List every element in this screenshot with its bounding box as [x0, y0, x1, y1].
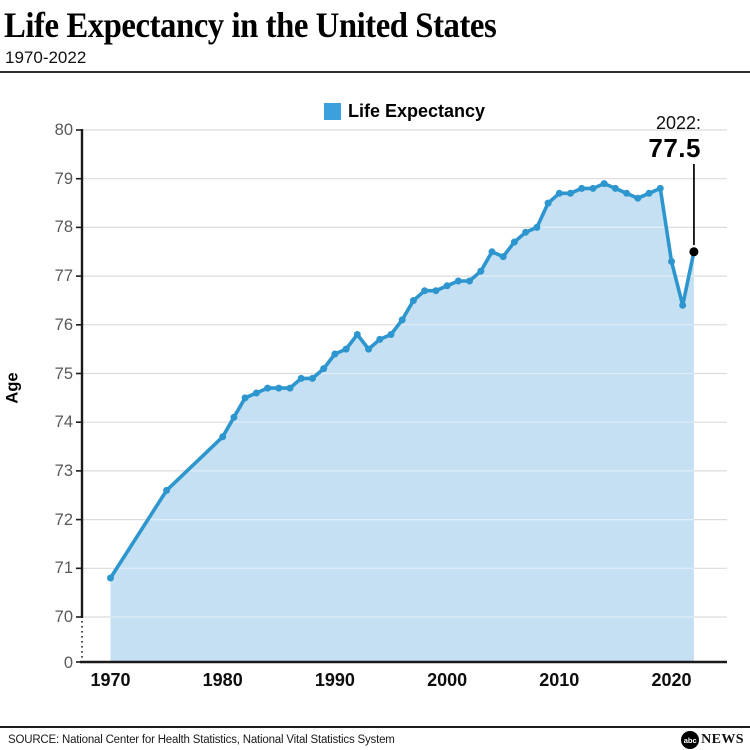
data-point-marker-2019 — [656, 184, 664, 192]
x-tick-label-1970: 1970 — [90, 670, 131, 690]
abc-logo-circle-icon: abc — [681, 731, 700, 749]
data-point-marker-1995 — [387, 331, 395, 338]
abc-logo-news-text: NEWS — [701, 732, 744, 747]
footer-divider — [0, 726, 750, 728]
chart-legend: Life Expectancy — [82, 101, 727, 122]
x-tick-label-2010: 2010 — [539, 670, 580, 690]
y-tick-label-74: 74 — [54, 412, 73, 431]
y-tick-label-70: 70 — [54, 607, 73, 626]
data-point-marker-1997 — [409, 297, 417, 304]
data-point-marker-2016 — [623, 189, 631, 197]
annotation-value-label: 77.5 — [648, 132, 701, 163]
x-tick-label-2000: 2000 — [427, 670, 468, 690]
data-point-marker-1988 — [309, 374, 316, 382]
y-tick-label-78: 78 — [54, 218, 73, 237]
data-point-marker-2001 — [454, 277, 462, 285]
y-axis-title: Age — [3, 372, 22, 404]
data-point-marker-1981 — [230, 413, 238, 421]
data-point-marker-2009 — [544, 199, 552, 207]
x-tick-label-1990: 1990 — [314, 670, 355, 690]
data-point-marker-1996 — [398, 316, 406, 324]
y-tick-label-71: 71 — [54, 559, 73, 578]
endpoint-marker-2022 — [689, 247, 699, 257]
y-tick-label-72: 72 — [54, 510, 73, 529]
data-point-marker-2008 — [533, 223, 541, 231]
endpoint-annotation: 2022: 77.5 — [648, 113, 701, 164]
data-point-marker-1993 — [365, 345, 373, 353]
y-tick-label-0: 0 — [63, 653, 73, 672]
y-tick-label-75: 75 — [54, 364, 73, 383]
data-point-marker-1991 — [342, 345, 350, 353]
data-point-marker-1998 — [421, 287, 429, 295]
abc-news-logo: abc NEWS — [681, 731, 744, 749]
data-point-marker-1984 — [264, 384, 272, 392]
data-point-marker-1975 — [163, 486, 171, 494]
data-point-marker-1980 — [219, 433, 227, 441]
data-point-marker-1983 — [252, 389, 260, 397]
data-point-marker-2005 — [499, 253, 507, 261]
data-point-marker-2006 — [510, 238, 518, 246]
data-point-marker-2020 — [668, 258, 675, 265]
data-point-marker-1990 — [331, 350, 339, 358]
data-point-marker-2012 — [578, 184, 586, 192]
data-point-marker-1985 — [275, 384, 283, 392]
legend-label: Life Expectancy — [347, 101, 486, 121]
annotation-year-label: 2022: — [655, 113, 701, 133]
x-tick-label-1980: 1980 — [202, 670, 243, 690]
data-point-marker-1986 — [286, 384, 294, 392]
data-point-marker-2007 — [522, 228, 530, 236]
y-tick-label-76: 76 — [54, 315, 73, 334]
legend-swatch-icon — [323, 103, 341, 120]
y-tick-label-73: 73 — [54, 461, 73, 480]
y-tick-label-77: 77 — [54, 266, 73, 285]
data-point-marker-2017 — [634, 194, 642, 202]
data-point-marker-2021 — [679, 301, 687, 309]
data-point-marker-2011 — [567, 189, 574, 197]
data-point-marker-2018 — [645, 189, 653, 197]
area-fill — [110, 183, 694, 662]
y-tick-label-80: 80 — [54, 120, 73, 139]
y-tick-label-79: 79 — [54, 169, 73, 188]
page-subtitle: 1970-2022 — [5, 48, 87, 67]
data-point-marker-2002 — [466, 277, 473, 285]
x-tick-label-2020: 2020 — [651, 670, 692, 690]
data-point-marker-1994 — [376, 335, 384, 343]
data-point-marker-1999 — [432, 287, 440, 295]
page-title: Life Expectancy in the United States — [4, 5, 497, 45]
data-point-marker-1982 — [241, 394, 249, 402]
data-point-marker-2000 — [443, 282, 451, 290]
data-point-marker-2015 — [611, 184, 619, 192]
source-credit: SOURCE: National Center for Health Stati… — [8, 734, 395, 746]
header-divider — [0, 71, 750, 73]
data-point-marker-2010 — [555, 189, 563, 197]
data-point-marker-1992 — [353, 331, 361, 338]
data-point-marker-2014 — [600, 180, 608, 188]
data-point-marker-1987 — [297, 374, 305, 382]
data-point-marker-1970 — [107, 574, 114, 582]
data-point-marker-1989 — [320, 365, 328, 373]
data-point-marker-2003 — [477, 267, 485, 275]
data-point-marker-2004 — [488, 248, 496, 256]
data-point-marker-2013 — [589, 184, 597, 192]
